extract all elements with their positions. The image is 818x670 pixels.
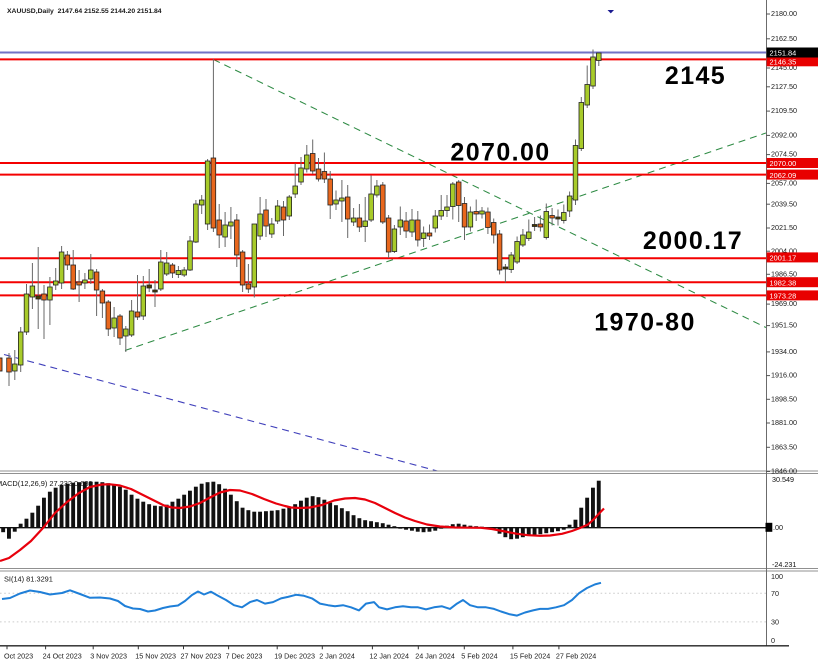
svg-text:1916.00: 1916.00 xyxy=(771,371,797,380)
svg-text:2092.00: 2092.00 xyxy=(771,131,797,140)
svg-text:1970-80: 1970-80 xyxy=(594,309,696,337)
svg-text:1969.00: 1969.00 xyxy=(771,299,797,308)
svg-text:2000.17: 2000.17 xyxy=(643,227,743,255)
svg-text:1934.00: 1934.00 xyxy=(771,347,797,356)
svg-text:24 Oct 2023: 24 Oct 2023 xyxy=(43,651,82,660)
svg-text:1881.00: 1881.00 xyxy=(771,418,797,427)
svg-text:0: 0 xyxy=(771,636,775,645)
svg-text:1863.50: 1863.50 xyxy=(771,442,797,451)
svg-text:1986.50: 1986.50 xyxy=(771,269,797,278)
svg-text:2145: 2145 xyxy=(665,62,726,90)
svg-text:2057.00: 2057.00 xyxy=(771,179,797,188)
svg-text:24 Jan 2024: 24 Jan 2024 xyxy=(415,651,455,660)
svg-text:100: 100 xyxy=(771,572,783,581)
svg-text:1982.38: 1982.38 xyxy=(770,278,797,287)
svg-text:1973.28: 1973.28 xyxy=(770,292,797,301)
svg-text:2109.50: 2109.50 xyxy=(771,106,797,115)
svg-text:30.549: 30.549 xyxy=(772,475,794,484)
svg-text:2162.50: 2162.50 xyxy=(771,34,797,43)
svg-text:5 Feb 2024: 5 Feb 2024 xyxy=(461,651,497,660)
svg-text:1846.00: 1846.00 xyxy=(771,467,797,476)
svg-text:19 Dec 2023: 19 Dec 2023 xyxy=(274,651,315,660)
svg-text:30: 30 xyxy=(771,618,779,627)
svg-text:70: 70 xyxy=(771,589,779,598)
svg-text:2039.50: 2039.50 xyxy=(771,199,797,208)
svg-text:12 Jan 2024: 12 Jan 2024 xyxy=(369,651,409,660)
svg-text:2180.00: 2180.00 xyxy=(771,9,797,18)
svg-text:27 Nov 2023: 27 Nov 2023 xyxy=(181,651,222,660)
svg-text:1951.50: 1951.50 xyxy=(771,321,797,330)
svg-text:2151.84: 2151.84 xyxy=(770,49,797,58)
svg-text:2145.00: 2145.00 xyxy=(771,63,797,72)
svg-text:-24.231: -24.231 xyxy=(772,560,796,569)
svg-text:MACD(12,26,9) 27.232 0.680: MACD(12,26,9) 27.232 0.680 xyxy=(0,479,93,488)
svg-text:2001.17: 2001.17 xyxy=(770,254,797,263)
svg-text:2146.35: 2146.35 xyxy=(770,58,797,67)
svg-text:15 Feb 2024: 15 Feb 2024 xyxy=(510,651,550,660)
svg-text:1898.50: 1898.50 xyxy=(771,394,797,403)
svg-text:2021.50: 2021.50 xyxy=(771,223,797,232)
svg-text:2004.00: 2004.00 xyxy=(771,246,797,255)
svg-text:15 Nov 2023: 15 Nov 2023 xyxy=(135,651,176,660)
svg-text:7 Dec 2023: 7 Dec 2023 xyxy=(226,651,263,660)
svg-text:27 Feb 2024: 27 Feb 2024 xyxy=(556,651,596,660)
svg-text:XAUUSD,Daily 2147.64 2152.55: XAUUSD,Daily 2147.64 2152.55 2144.20 215… xyxy=(7,8,162,15)
svg-text:2070.00: 2070.00 xyxy=(770,159,797,168)
svg-text:2 Jan 2024: 2 Jan 2024 xyxy=(319,651,355,660)
svg-text:2074.50: 2074.50 xyxy=(771,150,797,159)
svg-text:SI(14) 81.3291: SI(14) 81.3291 xyxy=(4,574,53,583)
svg-text:2062.09: 2062.09 xyxy=(770,171,797,180)
svg-text:.00: .00 xyxy=(773,523,783,532)
svg-text:2127.50: 2127.50 xyxy=(771,82,797,91)
svg-text:3 Nov 2023: 3 Nov 2023 xyxy=(90,651,127,660)
svg-text:2070.00: 2070.00 xyxy=(450,139,550,167)
svg-text:Oct 2023: Oct 2023 xyxy=(4,651,33,660)
